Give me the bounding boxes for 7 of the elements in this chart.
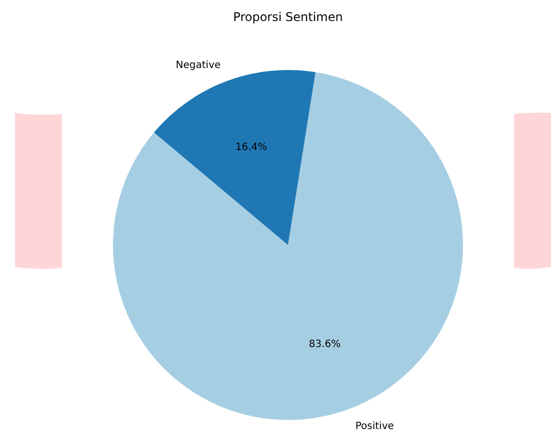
slice-label: Positive [355,420,394,430]
slice-label: Negative [176,60,221,72]
data-label: 83.6% [308,338,341,350]
pie-slice [154,70,316,245]
data-label: 16.4% [235,142,268,154]
chart-title: Proporsi Sentimen [233,10,343,24]
pie-slice [113,72,463,420]
